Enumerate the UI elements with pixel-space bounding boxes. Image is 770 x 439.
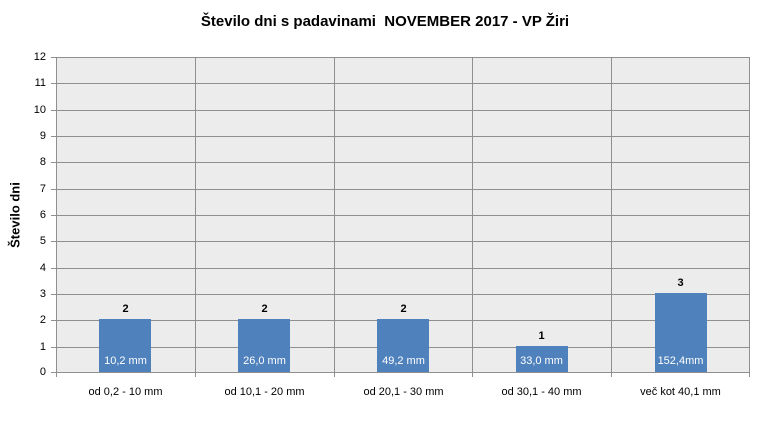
bar-data-label-0: 10,2 mm <box>104 355 147 367</box>
y-tick-label-3: 3 <box>39 288 46 300</box>
bar-data-label-2: 49,2 mm <box>382 355 425 367</box>
gridline-y-9 <box>56 136 750 137</box>
y-tick-mark-4 <box>51 268 56 269</box>
gridline-y-8 <box>56 162 750 163</box>
gridline-y-12 <box>56 57 750 58</box>
gridline-y-4 <box>56 268 750 269</box>
gridline-y-10 <box>56 110 750 111</box>
bar-4 <box>655 293 707 372</box>
bar-data-label-3: 33,0 mm <box>520 355 563 367</box>
y-tick-mark-7 <box>51 189 56 190</box>
x-category-label-2: od 20,1 - 30 mm <box>363 386 444 398</box>
y-tick-mark-5 <box>51 241 56 242</box>
gridline-x-1 <box>195 57 196 377</box>
y-tick-label-9: 9 <box>39 130 46 142</box>
bar-3 <box>516 346 568 372</box>
y-tick-mark-1 <box>51 347 56 348</box>
gridline-x-4 <box>611 57 612 377</box>
bar-value-label-0: 2 <box>122 303 129 315</box>
x-category-label-1: od 10,1 - 20 mm <box>224 386 305 398</box>
y-tick-mark-11 <box>51 83 56 84</box>
bar-data-label-1: 26,0 mm <box>243 355 286 367</box>
y-tick-mark-6 <box>51 215 56 216</box>
y-tick-label-12: 12 <box>33 51 46 63</box>
y-tick-label-2: 2 <box>39 314 46 326</box>
bar-value-label-2: 2 <box>400 303 407 315</box>
bar-data-label-4: 152,4mm <box>657 355 704 367</box>
x-category-label-4: več kot 40,1 mm <box>640 386 721 398</box>
y-tick-label-6: 6 <box>39 209 46 221</box>
gridline-x-5 <box>749 57 750 377</box>
bar-1 <box>238 319 290 372</box>
y-tick-mark-3 <box>51 294 56 295</box>
gridline-y-0 <box>56 372 750 373</box>
gridline-x-2 <box>334 57 335 377</box>
y-tick-mark-9 <box>51 136 56 137</box>
gridline-x-3 <box>472 57 473 377</box>
bar-value-label-3: 1 <box>538 330 545 342</box>
y-tick-label-4: 4 <box>39 262 46 274</box>
y-tick-label-5: 5 <box>39 235 46 247</box>
gridline-y-6 <box>56 215 750 216</box>
y-tick-mark-0 <box>51 372 56 373</box>
y-tick-label-8: 8 <box>39 156 46 168</box>
chart-title: Število dni s padavinami NOVEMBER 2017 -… <box>200 13 570 30</box>
x-category-label-0: od 0,2 - 10 mm <box>88 386 163 398</box>
y-tick-label-7: 7 <box>39 183 46 195</box>
gridline-y-11 <box>56 83 750 84</box>
y-tick-label-1: 1 <box>39 341 46 353</box>
plot-area: 2 10,2 mm 2 26,0 mm 2 49,2 mm 1 33,0 mm 3 152,4mm <box>56 57 750 377</box>
gridline-y-3 <box>56 294 750 295</box>
bar-value-label-1: 2 <box>261 303 268 315</box>
y-tick-label-10: 10 <box>33 104 46 116</box>
bar-value-label-4: 3 <box>677 277 684 289</box>
x-category-label-3: od 30,1 - 40 mm <box>501 386 582 398</box>
y-tick-label-0: 0 <box>39 366 46 378</box>
bar-0 <box>99 319 151 372</box>
y-tick-mark-2 <box>51 320 56 321</box>
y-tick-mark-12 <box>51 57 56 58</box>
y-tick-mark-8 <box>51 162 56 163</box>
bar-2 <box>377 319 429 372</box>
y-tick-mark-10 <box>51 110 56 111</box>
gridline-y-7 <box>56 189 750 190</box>
y-tick-label-11: 11 <box>34 77 46 89</box>
gridline-y-5 <box>56 241 750 242</box>
gridline-x-0 <box>56 57 57 377</box>
